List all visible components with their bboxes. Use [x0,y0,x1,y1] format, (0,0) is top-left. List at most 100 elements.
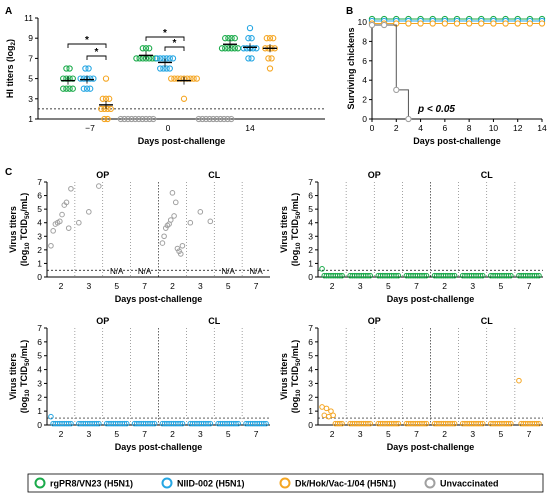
y-axis-label-part: TCID [290,366,300,390]
virus-titer-point [367,420,373,427]
x-tick-label: 3 [198,429,203,439]
x-tick-label: 7 [254,281,259,291]
x-tick-label: 7 [254,429,259,439]
not-applicable-label: N/A [222,267,236,276]
y-axis-label-part: (log [290,250,300,267]
virus-titer-point [319,266,325,272]
virus-titer-point [339,272,345,279]
x-tick-label: 5 [226,429,231,439]
survival-point [393,86,400,94]
virus-titer-point [50,228,56,234]
virus-titer-point [536,420,542,427]
y-tick-label: 2 [308,245,313,255]
data-point [240,45,247,52]
data-point [101,115,108,123]
significance-marker: * [95,47,99,58]
virus-titer-point [65,420,72,427]
not-applicable-label: N/A [138,267,152,276]
y-axis-label-subscript: 50 [295,358,302,366]
data-point [135,115,142,123]
x-tick-label: 5 [386,429,391,439]
data-point [150,115,157,123]
virus-titer-subplot-unvac: 0 1 2 3 4 5 6 7 Virus titers(log10 TCID50/mL) OP 2… [8,170,270,304]
legend-marker-rgpr8 [34,477,46,489]
virus-titer-point [533,420,540,427]
data-point [231,35,238,42]
virus-titer-point [479,272,486,279]
y-axis-label-part: /mL) [290,340,300,359]
virus-titer-point [151,420,158,427]
y-tick-label: 10 [358,17,368,27]
survival-point [514,20,521,27]
data-point [222,35,229,42]
virus-titer-point [121,420,128,427]
y-tick-label: 1 [308,258,313,268]
legend: rgPR8/VN23 (H5N1) NIID-002 (H5N1) Dk/Hok/V… [27,473,544,493]
data-point [80,85,87,92]
virus-titer-point [536,272,542,279]
x-tick-label: 7 [414,281,419,291]
y-axis-label-subscript: 10 [24,389,31,397]
y-axis-label-subscript: 10 [295,242,302,250]
panel-label-b: B [346,6,353,17]
y-tick-label: 0 [308,272,313,282]
y-tick-label: 5 [37,204,42,214]
virus-titer-subplot-dk: 0 1 2 3 4 5 6 7 Virus titers(log10 TCID50/mL) OP 2… [279,316,543,452]
data-point [263,35,270,42]
y-tick-label: 3 [308,231,313,241]
y-axis-label-line1: Virus titers [8,353,18,400]
significance-bracket [164,46,185,51]
survival-point [538,20,546,27]
survival-point [465,20,473,27]
y-tick-label: 0 [362,114,367,124]
x-tick-label: 4 [418,123,423,133]
legend-marker-dk [279,477,291,489]
virus-titer-point [365,272,371,279]
virus-titer-point [477,272,484,279]
data-point [195,115,202,123]
virus-titer-point [449,420,456,427]
virus-titer-point [505,420,512,427]
data-point [146,115,153,123]
virus-titer-point [96,183,102,189]
survival-point [417,20,424,27]
section-label: CL [208,316,220,326]
y-tick-label: 3 [37,378,42,388]
x-tick-label: 6 [442,123,447,133]
virus-titer-point [63,199,70,206]
y-tick-label: 8 [362,36,367,46]
data-point [132,115,139,123]
x-tick-label: 2 [170,429,175,439]
data-point [266,35,274,42]
survival-point [405,20,412,27]
x-tick-label: 2 [442,281,447,291]
survival-point [368,21,376,29]
survival-point [429,20,436,27]
data-point [99,95,106,102]
y-tick-label: 2 [37,245,42,255]
virus-titer-point [48,413,54,420]
legend-label-unvac: Unvaccinated [440,479,499,489]
survival-point [502,20,509,27]
data-point [142,45,150,52]
data-point [168,75,175,82]
y-axis-label-subscript: 50 [295,211,302,219]
data-point [77,75,84,82]
data-point [80,75,87,82]
survival-point [441,20,449,27]
virus-titer-point [421,272,428,279]
data-point [102,75,110,82]
x-axis-label: Days post-challenge [115,294,203,304]
data-point [225,35,232,42]
panel-label-a: A [5,6,12,17]
virus-titer-point [68,185,74,192]
data-point [157,65,164,72]
data-point [248,55,255,62]
data-point [98,105,105,113]
x-tick-label: 3 [86,281,91,291]
y-axis-label-part: /mL) [19,193,29,212]
y-tick-label: 6 [37,191,42,201]
y-axis-label-line1: Virus titers [279,353,289,400]
y-tick-label: 2 [37,392,42,402]
